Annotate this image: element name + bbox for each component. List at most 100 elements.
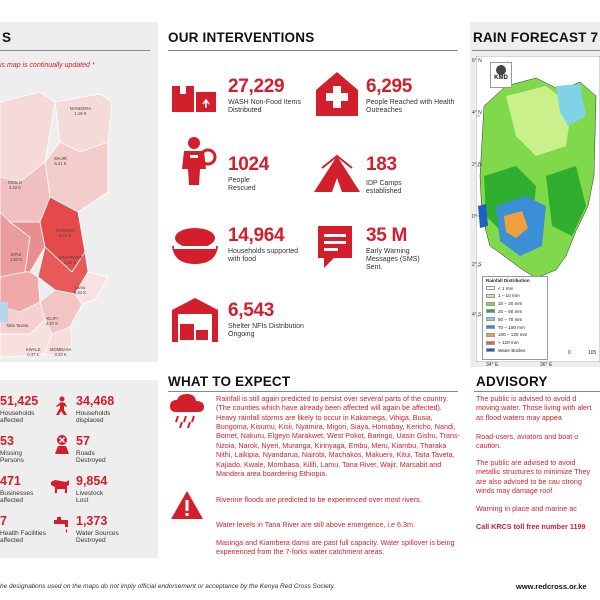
displaced-person-icon xyxy=(56,396,67,415)
forecast-title: RAIN FORECAST 7 xyxy=(473,30,599,45)
impact-value-hh-affected: 51,425 xyxy=(0,394,39,408)
lat-label-4s: 4° S xyxy=(472,312,482,318)
legend-label: 70 – 100 mm xyxy=(498,324,525,330)
livestock-icon xyxy=(51,480,69,493)
advisory-paragraph-flood: The public is advised to avoid d moving … xyxy=(476,394,592,422)
interventions-title-rule xyxy=(168,50,458,51)
intervention-value-sms: 35 M xyxy=(366,225,408,246)
lon-label-34e: 34° E xyxy=(486,362,499,368)
interventions-title: OUR INTERVENTIONS xyxy=(168,30,315,45)
legend-swatch xyxy=(486,325,495,329)
intervention-label-health: People Reached with Health Outreaches xyxy=(366,99,455,115)
warning-triangle-icon xyxy=(171,491,203,519)
lat-label-0: 0° xyxy=(472,214,477,220)
forecast-zone-light xyxy=(506,86,572,156)
impact-label-hh-displaced: Households displaced xyxy=(76,410,111,425)
impact-value-health-facilities: 7 xyxy=(0,514,7,528)
forecast-lake xyxy=(478,204,488,228)
legend-title: Rainfall Distribution xyxy=(486,278,530,283)
impact-value-hh-displaced: 34,468 xyxy=(76,394,115,408)
impact-label-roads: Roads Destroyed xyxy=(76,450,106,465)
expect-paragraph-riverine: Riverine floods are predicted to be expe… xyxy=(216,495,422,504)
lat-label-4n: 4° N xyxy=(472,110,482,116)
impact-value-missing: 53 xyxy=(0,434,14,448)
sms-icon xyxy=(318,226,352,268)
footer-disclaimer: he designations used on the maps do not … xyxy=(0,583,336,590)
legend-label: > 120 mm xyxy=(498,340,519,346)
legend-label: 10 – 20 mm xyxy=(498,301,523,307)
scale-label-105: 105 xyxy=(588,350,597,356)
legend-swatch xyxy=(486,317,495,322)
intervention-label-rescued: People Rescued xyxy=(228,177,256,193)
water-tap-icon xyxy=(54,517,68,533)
county-label-garissa: GARISSA 5.21 K xyxy=(56,228,75,239)
footer-website-link[interactable]: www.redcross.or.ke xyxy=(516,582,587,591)
legend-swatch xyxy=(486,309,495,314)
intervention-label-idp: IDP Camps established xyxy=(366,180,402,196)
legend-label: 100 – 120 mm xyxy=(498,332,528,338)
advisory-call-krcs[interactable]: Call KRCS toll free number 1199 xyxy=(476,522,586,531)
forecast-zone-water xyxy=(556,84,586,126)
county-label-kwale: KWALE 0.37 K xyxy=(26,347,41,358)
impact-label-water-sources: Water Sources Destroyed xyxy=(76,530,119,545)
rescuer-icon xyxy=(182,137,217,185)
legend-label: 20 – 50 mm xyxy=(498,308,523,314)
map-lake xyxy=(0,302,8,322)
intervention-value-health: 6,295 xyxy=(366,76,413,97)
intervention-value-idp: 183 xyxy=(366,154,397,175)
county-label-kilifi: KILIFI 2.57 K xyxy=(46,316,59,327)
rain-cloud-icon xyxy=(170,394,204,428)
expect-paragraph-dams: Masinga and Kiambera dams are past full … xyxy=(216,538,455,557)
intervention-label-wash: WASH Non-Food Items Distributed xyxy=(228,99,301,115)
impact-panel xyxy=(0,380,158,558)
intervention-value-food: 14,964 xyxy=(228,225,285,246)
legend-swatch xyxy=(486,301,495,306)
intervention-label-shelter: Shelter NFIs Distribution Ongoing xyxy=(228,323,304,339)
tent-icon xyxy=(314,154,360,192)
forecast-zone-green-east xyxy=(546,166,586,236)
legend-label: 1 – 10 mm xyxy=(498,293,520,299)
intervention-value-wash: 27,229 xyxy=(228,76,285,97)
intervention-value-shelter: 6,543 xyxy=(228,300,275,321)
road-destroyed-icon xyxy=(55,435,69,454)
warehouse-icon xyxy=(172,298,218,342)
county-label-lamu: Lamu 0.41 K xyxy=(74,285,87,296)
kmd-seal-icon xyxy=(496,65,506,75)
scale-label-0: 0 xyxy=(568,350,571,356)
kmd-logo: KMD xyxy=(490,62,512,88)
county-label-kitui: KITUI 1.62 K xyxy=(10,252,23,263)
legend-label: Water Bodies xyxy=(498,347,526,353)
impact-label-hh-affected: Households affected xyxy=(0,410,35,425)
county-label-mombasa: MOMBASA 0.22 K xyxy=(50,347,72,358)
kmd-logo-text: KMD xyxy=(494,75,508,81)
lat-label-6n: 6° N xyxy=(472,58,482,64)
intervention-value-rescued: 1024 xyxy=(228,154,270,175)
map-section-title: S xyxy=(2,30,12,45)
map-title-rule xyxy=(0,50,150,51)
advisory-paragraph-road-users: Road-users, aviators and boat o caution. xyxy=(476,432,579,451)
legend-label: < 1 mm xyxy=(498,285,514,291)
county-label-isiolo: ISIOLO 3.42 K xyxy=(8,180,22,191)
advisory-paragraph-lightning: The public are advised to avoid metallic… xyxy=(476,458,591,496)
legend-swatch xyxy=(486,348,495,353)
map-region-mombasa xyxy=(44,326,73,357)
advisory-title-rule xyxy=(474,391,600,392)
impact-value-livestock: 9,854 xyxy=(76,474,108,488)
legend-swatch xyxy=(486,332,495,337)
boxes-icon xyxy=(172,86,216,112)
impact-label-missing: Missing Persons xyxy=(0,450,24,465)
legend-label: 50 – 70 mm xyxy=(498,316,523,322)
expect-paragraph-rainfall: Rainfall is still again predicted to per… xyxy=(216,394,460,478)
lat-label-2n: 2° N xyxy=(472,162,482,168)
forecast-title-rule xyxy=(472,50,600,51)
impact-value-water-sources: 1,373 xyxy=(76,514,108,528)
advisory-paragraph-marine: Warning in place and marine ac xyxy=(476,504,577,513)
impact-label-businesses: Businesses affected xyxy=(0,490,34,505)
expect-paragraph-tana-river: Water levels in Tana River are still abo… xyxy=(216,520,415,529)
food-bowl-icon xyxy=(172,228,218,264)
impact-label-health-facilities: Health Facilities affected xyxy=(0,530,46,545)
legend-swatch xyxy=(486,340,495,345)
impact-value-businesses: 471 xyxy=(0,474,21,488)
county-label-tana-river: TANA RIVER 6.22 K xyxy=(58,255,83,266)
affected-counties-map xyxy=(0,91,113,358)
